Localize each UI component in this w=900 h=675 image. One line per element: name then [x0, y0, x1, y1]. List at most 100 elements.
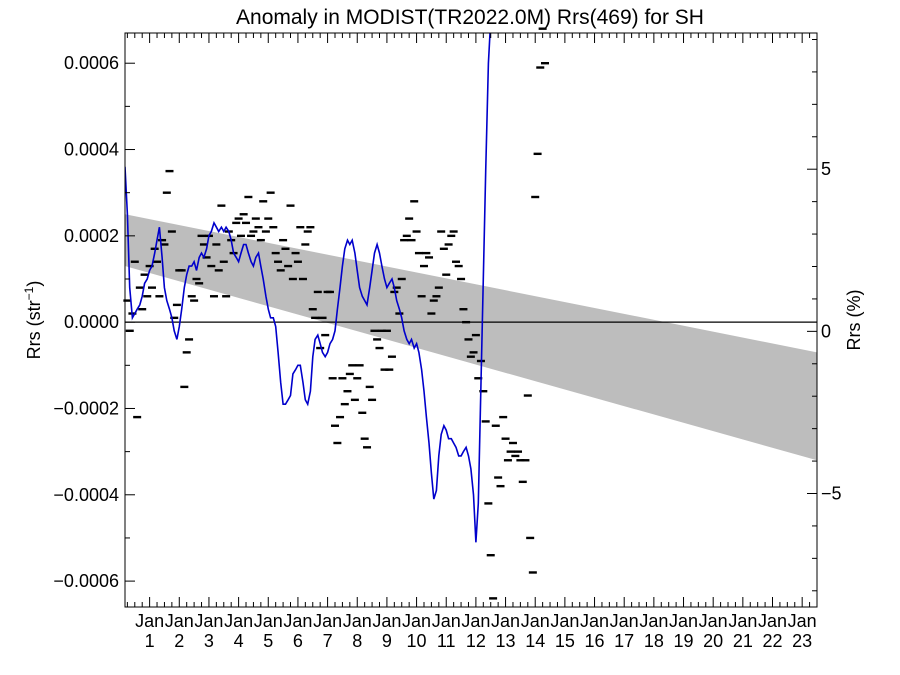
x-tick-label-month: Jan	[432, 611, 461, 631]
data-point	[269, 226, 278, 229]
x-tick-label-month: Jan	[639, 611, 668, 631]
x-tick-label-year: 5	[263, 631, 273, 651]
data-point	[345, 372, 354, 376]
x-tick-label-month: Jan	[669, 611, 698, 631]
data-point	[434, 286, 443, 289]
data-point	[432, 295, 441, 298]
x-tick-label-year: 9	[382, 631, 392, 651]
data-point	[412, 230, 421, 233]
y-axis-label-right: Rrs (%)	[844, 290, 864, 351]
x-tick-label-year: 21	[733, 631, 753, 651]
data-point	[377, 329, 386, 332]
data-point	[425, 256, 434, 259]
data-point	[400, 238, 409, 242]
data-point	[135, 286, 144, 289]
data-point	[266, 191, 275, 194]
plot-frame	[124, 32, 818, 608]
x-tick-label-month: Jan	[194, 611, 223, 631]
data-point	[308, 308, 317, 311]
data-point	[247, 234, 256, 238]
data-point	[271, 251, 280, 255]
x-tick-label-year: 10	[407, 631, 427, 651]
x-tick-label-year: 2	[174, 631, 184, 651]
x-tick-label-month: Jan	[372, 611, 401, 631]
data-point	[274, 260, 283, 263]
data-point	[459, 308, 468, 311]
data-point	[486, 554, 495, 557]
x-tick-label-month: Jan	[699, 611, 728, 631]
data-point	[296, 226, 305, 229]
y-tick-label-right: 5	[821, 159, 831, 179]
data-point	[387, 355, 396, 358]
x-tick-label-month: Jan	[165, 611, 194, 631]
x-tick-label-year: 6	[293, 631, 303, 651]
data-point	[145, 264, 154, 268]
data-point	[462, 320, 471, 324]
data-point	[316, 346, 325, 350]
x-tick-label-year: 19	[674, 631, 694, 651]
data-point	[373, 338, 382, 341]
chart-title: Anomaly in MODIST(TR2022.0M) Rrs(469) fo…	[236, 6, 704, 29]
data-point	[392, 286, 401, 289]
data-point	[328, 377, 337, 380]
data-point	[195, 282, 204, 285]
x-tick-label-month: Jan	[254, 611, 283, 631]
data-point	[528, 571, 537, 574]
data-point	[385, 368, 394, 371]
data-point	[311, 316, 320, 320]
data-point	[232, 221, 241, 225]
data-point	[499, 415, 508, 419]
x-tick-label-month: Jan	[728, 611, 757, 631]
y-tick-label-left: 0.0000	[64, 312, 119, 332]
data-point	[439, 247, 448, 250]
x-tick-label-month: Jan	[461, 611, 490, 631]
data-point	[279, 238, 288, 242]
data-point	[479, 390, 488, 393]
data-point	[219, 260, 228, 263]
x-tick-label-month: Jan	[283, 611, 312, 631]
x-tick-label-year: 14	[525, 631, 545, 651]
x-tick-label-year: 11	[437, 631, 456, 651]
y-tick-label-left: −0.0002	[53, 398, 119, 418]
data-point	[123, 299, 132, 302]
data-point	[242, 221, 251, 225]
data-point	[217, 204, 226, 207]
data-point	[429, 299, 438, 302]
data-point	[536, 66, 545, 69]
data-point	[209, 295, 218, 298]
x-tick-label-year: 7	[323, 631, 333, 651]
data-point	[153, 260, 162, 263]
smoothed-line	[125, 33, 491, 543]
x-tick-label-year: 13	[496, 631, 516, 651]
data-point	[481, 420, 490, 423]
data-point	[177, 269, 186, 272]
data-point	[363, 446, 372, 449]
data-point	[370, 329, 379, 332]
data-point	[414, 251, 423, 255]
data-point	[222, 295, 231, 298]
data-point	[508, 441, 517, 445]
data-point	[276, 269, 285, 272]
data-point	[207, 264, 216, 268]
data-point	[375, 346, 384, 350]
data-point	[442, 273, 451, 276]
data-point	[355, 364, 364, 367]
data-point	[182, 351, 191, 354]
data-point	[147, 286, 156, 289]
data-point	[523, 394, 532, 397]
data-point	[410, 200, 419, 203]
data-point	[140, 273, 149, 276]
data-point	[422, 251, 431, 255]
data-point	[251, 217, 260, 220]
data-point	[301, 243, 310, 246]
data-point	[244, 195, 253, 199]
data-point	[313, 290, 322, 294]
data-point	[286, 204, 295, 207]
data-point	[501, 437, 510, 440]
data-point	[143, 295, 152, 298]
data-point	[180, 385, 189, 389]
data-point	[138, 308, 147, 311]
data-point	[343, 390, 352, 393]
y-tick-label-right: 0	[821, 321, 831, 341]
